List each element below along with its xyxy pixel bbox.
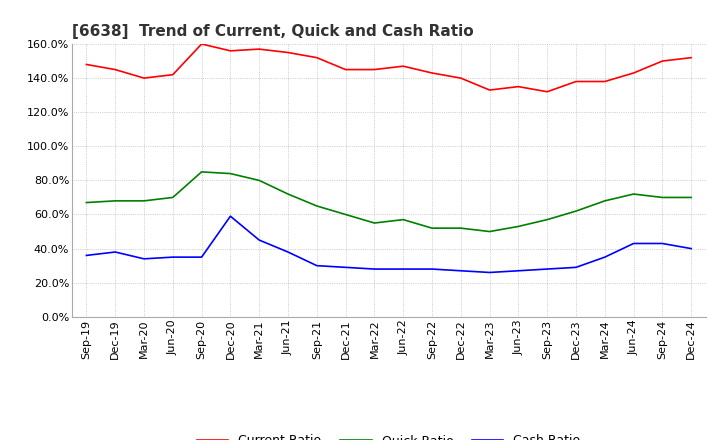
Cash Ratio	[226, 213, 235, 219]
Cash Ratio	[341, 265, 350, 270]
Cash Ratio	[428, 266, 436, 271]
Cash Ratio	[399, 266, 408, 271]
Current Ratio	[168, 72, 177, 77]
Cash Ratio	[312, 263, 321, 268]
Current Ratio	[600, 79, 609, 84]
Text: [6638]  Trend of Current, Quick and Cash Ratio: [6638] Trend of Current, Quick and Cash …	[72, 24, 474, 39]
Quick Ratio	[514, 224, 523, 229]
Current Ratio	[485, 88, 494, 93]
Quick Ratio	[687, 195, 696, 200]
Current Ratio	[428, 70, 436, 76]
Current Ratio	[284, 50, 292, 55]
Current Ratio	[514, 84, 523, 89]
Current Ratio	[687, 55, 696, 60]
Cash Ratio	[514, 268, 523, 273]
Cash Ratio	[168, 254, 177, 260]
Quick Ratio	[284, 191, 292, 197]
Cash Ratio	[456, 268, 465, 273]
Cash Ratio	[629, 241, 638, 246]
Cash Ratio	[370, 266, 379, 271]
Cash Ratio	[658, 241, 667, 246]
Cash Ratio	[600, 254, 609, 260]
Current Ratio	[111, 67, 120, 72]
Current Ratio	[543, 89, 552, 94]
Current Ratio	[197, 41, 206, 47]
Line: Quick Ratio: Quick Ratio	[86, 172, 691, 231]
Current Ratio	[658, 59, 667, 64]
Current Ratio	[456, 76, 465, 81]
Quick Ratio	[428, 225, 436, 231]
Cash Ratio	[485, 270, 494, 275]
Quick Ratio	[629, 191, 638, 197]
Quick Ratio	[370, 220, 379, 226]
Quick Ratio	[312, 203, 321, 209]
Current Ratio	[255, 47, 264, 52]
Cash Ratio	[140, 256, 148, 261]
Cash Ratio	[284, 249, 292, 255]
Quick Ratio	[543, 217, 552, 222]
Current Ratio	[312, 55, 321, 60]
Quick Ratio	[399, 217, 408, 222]
Quick Ratio	[600, 198, 609, 203]
Quick Ratio	[456, 225, 465, 231]
Current Ratio	[572, 79, 580, 84]
Cash Ratio	[543, 266, 552, 271]
Quick Ratio	[658, 195, 667, 200]
Cash Ratio	[255, 238, 264, 243]
Cash Ratio	[197, 254, 206, 260]
Cash Ratio	[687, 246, 696, 251]
Current Ratio	[341, 67, 350, 72]
Quick Ratio	[226, 171, 235, 176]
Quick Ratio	[485, 229, 494, 234]
Legend: Current Ratio, Quick Ratio, Cash Ratio: Current Ratio, Quick Ratio, Cash Ratio	[192, 429, 585, 440]
Quick Ratio	[111, 198, 120, 203]
Current Ratio	[370, 67, 379, 72]
Current Ratio	[82, 62, 91, 67]
Quick Ratio	[572, 209, 580, 214]
Current Ratio	[629, 70, 638, 76]
Quick Ratio	[140, 198, 148, 203]
Quick Ratio	[197, 169, 206, 175]
Quick Ratio	[255, 178, 264, 183]
Current Ratio	[399, 63, 408, 69]
Current Ratio	[226, 48, 235, 53]
Quick Ratio	[341, 212, 350, 217]
Line: Cash Ratio: Cash Ratio	[86, 216, 691, 272]
Quick Ratio	[82, 200, 91, 205]
Cash Ratio	[82, 253, 91, 258]
Quick Ratio	[168, 195, 177, 200]
Current Ratio	[140, 76, 148, 81]
Cash Ratio	[572, 265, 580, 270]
Cash Ratio	[111, 249, 120, 255]
Line: Current Ratio: Current Ratio	[86, 44, 691, 92]
